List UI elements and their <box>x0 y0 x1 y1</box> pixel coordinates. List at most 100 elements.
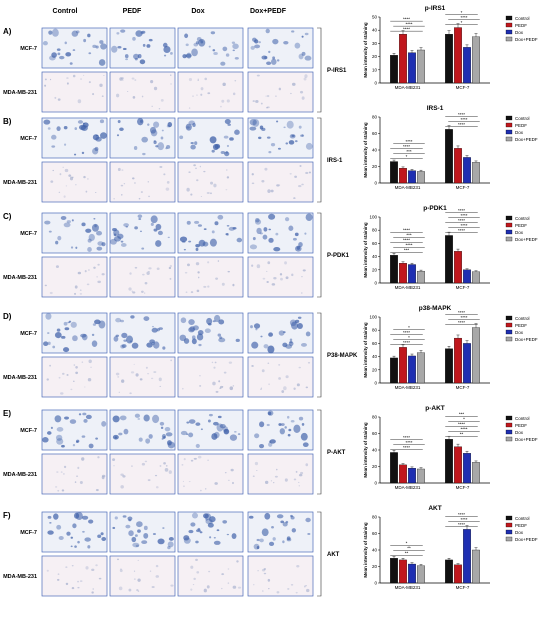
stained-cell <box>150 80 154 84</box>
stained-cell <box>120 473 124 476</box>
y-tick-label: 0 <box>374 181 377 186</box>
micrograph-frame <box>109 356 176 398</box>
stained-cell <box>134 58 138 61</box>
stained-cell <box>132 291 136 294</box>
bar <box>454 251 462 284</box>
stained-cell <box>283 41 289 45</box>
stained-cell <box>141 540 148 545</box>
stained-cell <box>188 240 192 243</box>
stained-cell <box>109 238 117 245</box>
stained-cell <box>137 590 140 592</box>
y-axis-label: Mean intensity of staining <box>363 22 368 78</box>
stained-cell <box>226 99 230 103</box>
stained-cell <box>141 247 145 250</box>
legend-label: Dox <box>515 230 524 235</box>
stained-cell <box>250 325 253 329</box>
stained-cell <box>207 261 210 264</box>
stained-cell <box>186 220 191 225</box>
bar <box>408 467 416 484</box>
stained-cell <box>283 386 287 391</box>
stained-cell <box>305 463 309 467</box>
micrograph <box>41 511 108 553</box>
micrograph-frame <box>41 71 108 113</box>
stained-cell <box>184 33 189 39</box>
stained-cell <box>264 167 268 171</box>
legend-label: PEDF <box>515 223 527 228</box>
x-tick-label: MDA-MB231 <box>395 385 421 390</box>
stained-cell <box>87 178 89 180</box>
legend-label: PEDF <box>515 523 527 528</box>
stained-cell <box>97 456 100 459</box>
stained-cell <box>121 332 128 339</box>
stained-cell <box>185 43 189 47</box>
x-tick-label: MDA-MB231 <box>395 585 421 590</box>
significance-label: * <box>461 20 463 25</box>
micrograph <box>247 27 314 69</box>
stained-cell <box>77 580 79 583</box>
stained-cell <box>301 276 303 278</box>
y-tick-label: 20 <box>372 164 378 169</box>
stained-cell <box>207 323 212 326</box>
stained-cell <box>137 214 143 218</box>
stained-cell <box>92 93 95 96</box>
stained-cell <box>137 529 141 533</box>
legend-label: Control <box>515 116 530 121</box>
stained-cell <box>155 486 159 489</box>
stained-cell <box>268 237 274 243</box>
stained-cell <box>295 470 298 473</box>
stained-cell <box>213 366 216 369</box>
stained-cell <box>140 191 143 194</box>
stained-cell <box>254 433 260 439</box>
stained-cell <box>123 182 126 185</box>
cell-line-label: MCF-7 <box>20 46 37 52</box>
bar <box>390 255 398 284</box>
legend-label: PEDF <box>515 423 527 428</box>
stained-cell <box>291 82 296 86</box>
stained-cell <box>213 51 218 55</box>
stained-cell <box>60 471 63 473</box>
stained-cell <box>128 530 134 537</box>
stained-cell <box>210 31 216 35</box>
stained-cell <box>148 434 153 439</box>
stained-cell <box>131 465 133 467</box>
stained-cell <box>186 52 192 59</box>
bar <box>445 559 453 584</box>
stained-cell <box>44 220 51 225</box>
chart-akt: AKT Mean intensity of staining 0 20 40 60 80 MD… <box>363 505 538 590</box>
stained-cell <box>55 434 63 441</box>
stained-cell <box>185 53 192 58</box>
stained-cell <box>53 513 59 520</box>
stained-cell <box>298 185 302 188</box>
stained-cell <box>263 344 269 349</box>
stained-cell <box>278 363 281 366</box>
stained-cell <box>179 236 188 243</box>
stained-cell <box>256 227 262 235</box>
y-tick-label: 0 <box>374 81 377 86</box>
legend-label: PEDF <box>515 123 527 128</box>
stained-cell <box>193 577 196 581</box>
stained-cell <box>226 144 230 148</box>
stained-cell <box>195 422 201 426</box>
stained-cell <box>79 293 83 295</box>
stained-cell <box>88 443 94 449</box>
stained-cell <box>122 79 124 81</box>
legend-swatch <box>505 336 513 342</box>
micrograph <box>247 453 314 495</box>
stained-cell <box>65 566 68 568</box>
stained-cell <box>258 136 262 140</box>
stained-cell <box>227 582 230 585</box>
stained-cell <box>101 242 106 247</box>
legend-label: Dox <box>515 30 524 35</box>
stained-cell <box>288 428 292 432</box>
significance-label: **** <box>460 427 467 432</box>
stained-cell <box>263 572 267 575</box>
stained-cell <box>290 419 295 423</box>
legend-label: Dox <box>515 530 524 535</box>
stained-cell <box>188 419 196 424</box>
stained-cell <box>264 512 271 520</box>
panel-p-akt: E) MCF-7 MDA-MB-231 P-AKT <box>3 409 346 495</box>
significance-label: **** <box>403 445 410 450</box>
stained-cell <box>51 28 59 37</box>
stained-cell <box>85 228 92 233</box>
